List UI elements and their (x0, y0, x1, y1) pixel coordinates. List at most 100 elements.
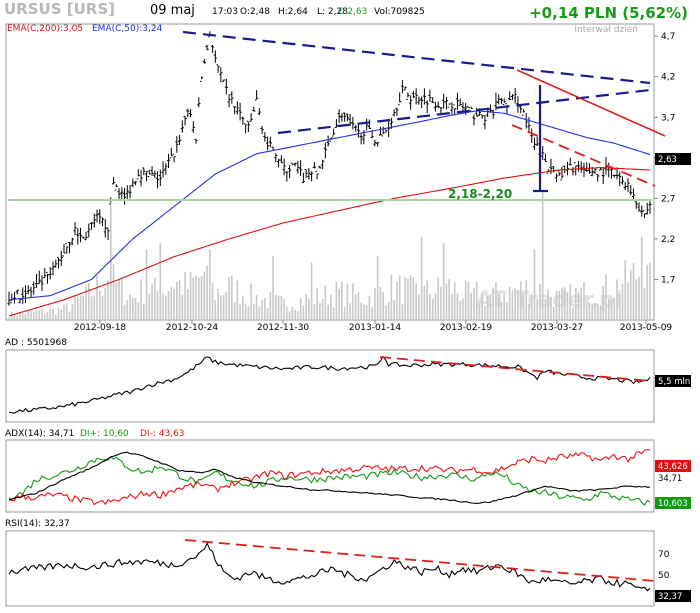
price-x-tick-label: 2013-03-27 (531, 323, 583, 333)
volume-bar (49, 308, 52, 320)
volume-bar (107, 279, 109, 320)
trend-lines (8, 30, 666, 582)
volume-bar (591, 304, 594, 320)
volume-bar (607, 298, 610, 320)
volume-bar (594, 303, 596, 320)
volume-bar (563, 287, 566, 320)
diminus-last-value: 43,626 (658, 462, 688, 472)
volume-bar (544, 300, 547, 320)
volume-bar (82, 295, 85, 320)
volume-bar (555, 290, 558, 320)
volume-bar (508, 286, 511, 320)
volume-bar (228, 277, 230, 320)
volume-bar (486, 296, 489, 320)
volume-bar (539, 283, 541, 320)
volume-bar (643, 287, 646, 320)
volume-bar (68, 311, 71, 320)
volume-bar (467, 281, 470, 320)
volume-bar (269, 292, 272, 320)
ema50-line (8, 110, 651, 301)
volume-bar (335, 281, 338, 320)
adx-last-value: 34,71 (658, 474, 682, 484)
volume-bar (341, 281, 343, 320)
volume-bar (217, 289, 219, 320)
price-y-tick-label: 2,2 (661, 235, 675, 245)
volume-bar (407, 278, 409, 320)
volume-bar (239, 304, 241, 320)
volume-bar (214, 299, 217, 320)
volume-bar (649, 262, 651, 320)
volume-bar (118, 279, 120, 320)
diplus-line (8, 456, 651, 506)
volume-bar (178, 279, 181, 320)
volume-bar (365, 304, 368, 320)
volume-bar (211, 282, 214, 320)
ema200-line (8, 166, 651, 317)
volume-bar (277, 295, 280, 320)
volume-bar (250, 283, 252, 320)
channel-upper-line (516, 69, 666, 137)
ad-last-value-box (655, 375, 691, 387)
rsi-panel-frame (5, 530, 655, 607)
volume-bar (324, 285, 327, 320)
volume-bar (244, 303, 247, 320)
price-x-tick-label: 2012-10-24 (166, 323, 219, 333)
volume-bar (93, 295, 96, 320)
volume-bar (376, 256, 379, 320)
volume-bar (198, 277, 200, 320)
volume-bar (112, 264, 115, 320)
volume-bar (638, 276, 640, 320)
volume-bar (126, 300, 129, 320)
volume-bar (451, 293, 453, 320)
date-label: 09 maj (150, 3, 195, 18)
volume-bar (629, 269, 632, 320)
volume-bar (79, 296, 82, 320)
volume-bar (371, 307, 373, 320)
volume-bar (437, 277, 439, 320)
volume-bar (266, 307, 269, 320)
volume-bar (30, 310, 32, 320)
volume-bar (261, 300, 263, 320)
volume-bar (255, 295, 258, 320)
volume-bar (57, 307, 60, 320)
rsi-series (8, 541, 651, 592)
interval-label: Interwał dzień (574, 25, 638, 35)
volume-bar (610, 300, 613, 320)
price-last-value: 2,63 (658, 155, 677, 165)
price-series (7, 31, 652, 317)
volume-bar (550, 296, 552, 320)
volume-bar (605, 274, 607, 320)
volume-bar (13, 315, 16, 320)
adx-label: ADX(14): 34,71 (5, 429, 74, 439)
volume-bar (621, 284, 624, 320)
volume-bar (283, 299, 285, 320)
volume-bar (115, 282, 118, 320)
volume-bar (65, 303, 68, 320)
volume-bar (519, 281, 522, 320)
volume-bar (464, 280, 467, 320)
volume-bar (624, 260, 627, 320)
volume-bar (291, 306, 294, 320)
volume-bar (233, 302, 236, 320)
volume-bar (492, 287, 494, 320)
volume-bar (533, 249, 536, 320)
volume-bar (445, 283, 448, 320)
volume-bar (506, 302, 508, 320)
volume-bar (602, 286, 605, 320)
volume-bar (184, 271, 186, 320)
volume-bar (90, 296, 93, 320)
volume-bars (8, 192, 651, 320)
channel-lower-line (511, 124, 656, 187)
diplus-last-value-box (655, 497, 691, 509)
volume-bar (618, 293, 621, 320)
volume-bar (385, 305, 387, 320)
volume-bar (566, 292, 569, 320)
rsi-trend-line (184, 539, 656, 582)
volume-bar (426, 280, 428, 320)
volume-bar (363, 304, 365, 320)
close-label: C:2,63 (338, 7, 367, 17)
volume-bar (206, 265, 208, 320)
volume-bar (165, 295, 167, 320)
volume-bar (500, 302, 503, 320)
